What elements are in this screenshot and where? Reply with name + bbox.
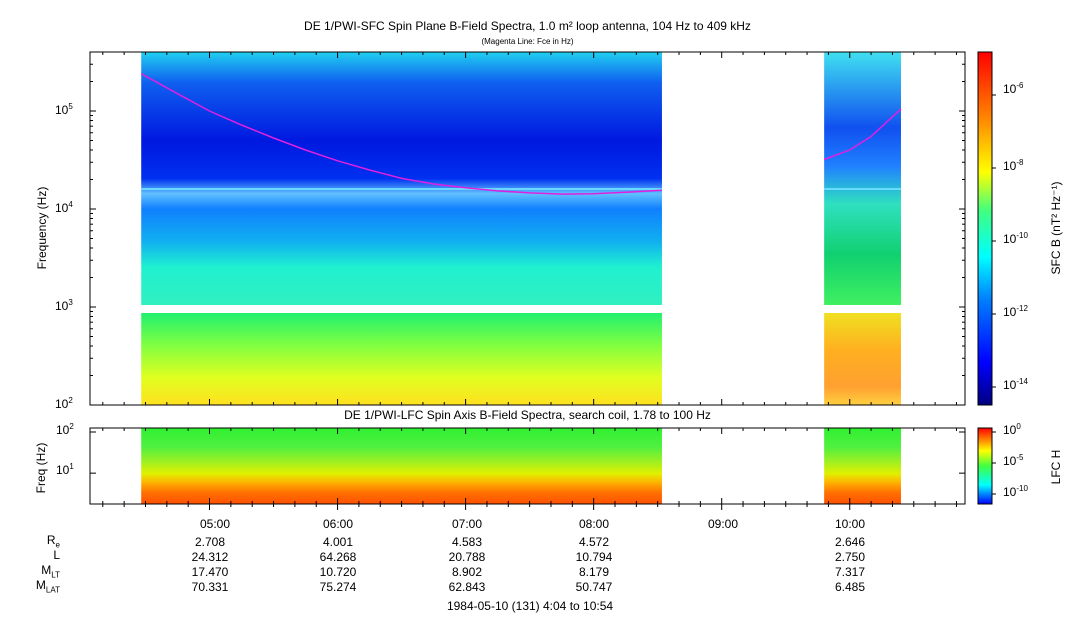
top-spectrogram-image [141, 52, 901, 405]
bottom-colorbar [977, 427, 993, 505]
ephemeris-value: 4.001 [322, 535, 354, 549]
ephemeris-value: 17.470 [191, 565, 229, 579]
sfc-high-band-block [824, 52, 901, 305]
top-colorbar-tick-label: 10-14 [1003, 377, 1028, 392]
top-ytick-label: 103 [55, 298, 73, 313]
fce-magenta-line [140, 73, 663, 195]
top-colorbar-label: SFC B (nT² Hz⁻¹) [1049, 181, 1063, 275]
sfc-band-line [141, 187, 662, 190]
bottom-colorbar-tick-label: 10-10 [1003, 484, 1028, 499]
lfc-band-block [141, 428, 662, 504]
ephemeris-value: 8.179 [578, 565, 610, 579]
top-panel-frame [89, 51, 966, 406]
ephemeris-label-re: Re [46, 533, 60, 550]
time-tick-label: 10:00 [834, 517, 866, 531]
ephemeris-value: 50.747 [575, 580, 613, 594]
sfc-band-line [824, 187, 901, 190]
ephemeris-value: 6.485 [834, 580, 866, 594]
top-ytick-label: 104 [55, 200, 73, 215]
sfc-low-band-block [141, 313, 662, 405]
bottom-panel-ylabel: Freq (Hz) [34, 442, 48, 494]
ephemeris-label-mlat: MLAT [35, 578, 60, 595]
time-tick-label: 06:00 [322, 517, 354, 531]
ephemeris-value: 75.274 [319, 580, 357, 594]
time-tick-label: 09:00 [707, 517, 739, 531]
ephemeris-label-mlt: MLT [41, 563, 60, 580]
bottom-colorbar-tick-label: 100 [1003, 422, 1021, 437]
lfc-band-block [824, 428, 901, 504]
ephemeris-value: 2.708 [194, 535, 226, 549]
bottom-spectrogram-image [141, 428, 901, 504]
bottom-panel-frame [89, 427, 966, 505]
top-panel-subtitle: (Magenta Line: Fce in Hz) [481, 37, 574, 46]
ephemeris-value: 8.902 [451, 565, 483, 579]
bottom-colorbar-tick-label: 10-5 [1003, 453, 1024, 468]
top-colorbar-tick-label: 10-10 [1003, 231, 1028, 246]
bottom-panel-title: DE 1/PWI-LFC Spin Axis B-Field Spectra, … [344, 408, 711, 422]
time-tick-label: 07:00 [451, 517, 483, 531]
ephemeris-value: 10.794 [575, 550, 613, 564]
ephemeris-value: 2.750 [834, 550, 866, 564]
ephemeris-value: 7.317 [834, 565, 866, 579]
ephemeris-label-l: L [53, 548, 60, 562]
ephemeris-value: 20.788 [448, 550, 486, 564]
bottom-ytick-label: 101 [56, 462, 74, 477]
ephemeris-value: 62.843 [448, 580, 486, 594]
top-colorbar [977, 51, 993, 406]
fce-magenta-line-segment-2 [823, 108, 902, 161]
top-panel-ylabel: Frequency (Hz) [35, 186, 49, 270]
time-range-footer: 1984-05-10 (131) 4:04 to 10:54 [446, 599, 614, 613]
top-panel-title: DE 1/PWI-SFC Spin Plane B-Field Spectra,… [304, 19, 751, 33]
ephemeris-value: 4.572 [578, 535, 610, 549]
bottom-ytick-label: 102 [56, 422, 74, 437]
time-tick-label: 05:00 [199, 517, 231, 531]
bottom-colorbar-label: LFC H [1049, 449, 1063, 485]
ephemeris-value: 4.583 [451, 535, 483, 549]
time-tick-label: 08:00 [578, 517, 610, 531]
top-ytick-label: 105 [55, 102, 73, 117]
ephemeris-value: 64.268 [319, 550, 357, 564]
sfc-low-band-block [824, 313, 901, 405]
top-ytick-label: 102 [55, 396, 73, 411]
ephemeris-value: 24.312 [191, 550, 229, 564]
top-colorbar-tick-label: 10-8 [1003, 158, 1024, 173]
ephemeris-value: 10.720 [319, 565, 357, 579]
ephemeris-value: 2.646 [834, 535, 866, 549]
top-colorbar-tick-label: 10-12 [1003, 304, 1028, 319]
top-colorbar-tick-label: 10-6 [1003, 81, 1024, 96]
axis-ticks [90, 52, 996, 510]
ephemeris-value: 70.331 [191, 580, 229, 594]
